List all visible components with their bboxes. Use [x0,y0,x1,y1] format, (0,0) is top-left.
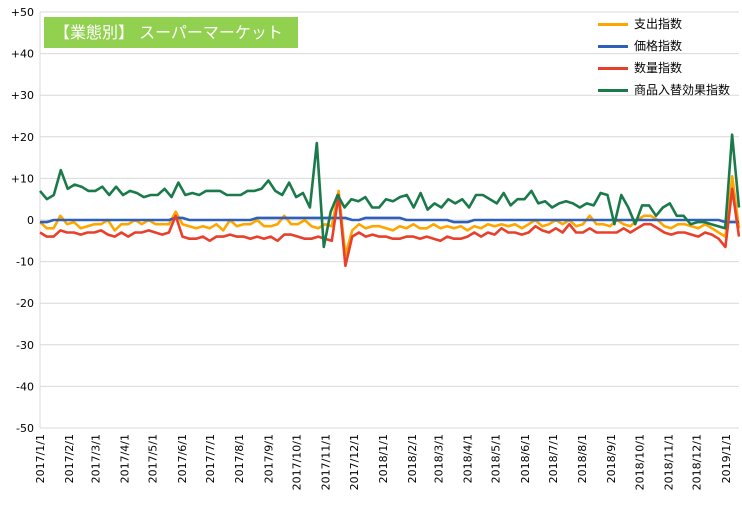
x-tick-label: 2018/3/1 [432,434,445,483]
chart-title: 【業態別】 スーパーマーケット [44,17,298,48]
series-line-0 [39,175,741,257]
legend-item-product-replacement: 商品入替効果指数 [598,80,738,102]
x-tick-label: 2018/12/1 [691,434,704,490]
x-tick-label: 2017/6/1 [176,434,189,483]
series-lines [39,133,741,268]
x-tick-label: 2018/10/1 [633,434,646,490]
x-tick-label: 2017/1/1 [34,434,47,483]
x-tick-label: 2017/3/1 [89,434,102,483]
y-tick-label: +20 [11,131,34,144]
legend-item-quantity: 数量指数 [598,58,738,80]
legend-label-price: 価格指数 [634,39,683,53]
x-tick-label: 2018/7/1 [547,434,560,483]
legend-item-price: 価格指数 [598,36,738,58]
series-line-3 [39,133,741,249]
x-tick-label: 2018/4/1 [461,434,474,483]
y-tick-label: -50 [16,422,34,435]
legend: 支出指数 価格指数 数量指数 商品入替効果指数 [598,14,738,102]
legend-swatch-product-replacement [598,89,628,92]
series-line-2 [39,187,741,268]
legend-swatch-expenditure [598,23,628,26]
y-tick-label: -10 [16,256,34,269]
x-tick-label: 2017/8/1 [233,434,246,483]
x-tick-label: 2017/12/1 [348,434,361,490]
x-tick-label: 2018/8/1 [576,434,589,483]
x-tick-label: 2018/2/1 [406,434,419,483]
legend-label-expenditure: 支出指数 [634,17,683,31]
y-axis: -50 -40 -30 -20 -10 0 +10 +20 +30 +40 +50 [11,6,34,435]
x-tick-label: 2019/1/1 [720,434,733,483]
x-tick-label: 2017/7/1 [204,434,217,483]
x-tick-label: 2017/4/1 [119,434,132,483]
y-tick-label: +40 [11,48,34,61]
x-tick-label: 2017/10/1 [290,434,303,490]
legend-label-product-replacement: 商品入替効果指数 [634,83,731,97]
y-tick-label: -30 [16,339,34,352]
x-tick-label: 2018/1/1 [377,434,390,483]
x-tick-label: 2017/2/1 [63,434,76,483]
x-tick-label: 2017/5/1 [147,434,160,483]
y-tick-label: -20 [16,297,34,310]
y-tick-label: +30 [11,89,34,102]
x-tick-label: 2018/6/1 [519,434,532,483]
x-tick-label: 2018/11/1 [663,434,676,490]
y-tick-label: 0 [27,214,34,227]
x-axis: 2017/1/1 2017/2/1 2017/3/1 2017/4/1 2017/5/1… [34,434,733,490]
legend-item-expenditure: 支出指数 [598,14,738,36]
x-tick-label: 2018/5/1 [490,434,503,483]
legend-label-quantity: 数量指数 [634,61,683,75]
legend-swatch-quantity [598,67,628,70]
y-tick-label: +10 [11,172,34,185]
series-line-1 [40,216,739,224]
legend-swatch-price [598,45,628,48]
y-tick-label: -40 [16,380,34,393]
x-tick-label: 2017/9/1 [262,434,275,483]
x-tick-label: 2017/11/1 [320,434,333,490]
x-tick-label: 2018/9/1 [605,434,618,483]
y-tick-label: +50 [11,6,34,19]
